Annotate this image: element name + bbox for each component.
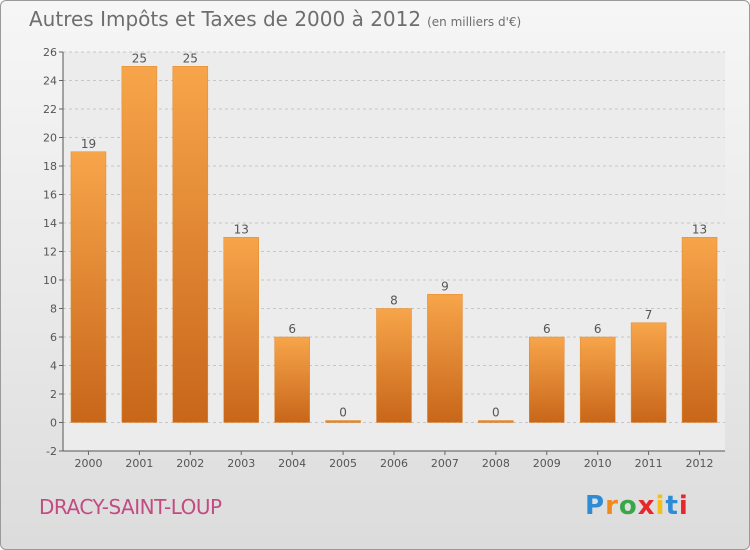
logo-letter: r (605, 491, 619, 521)
logo-letter: i (678, 491, 689, 521)
chart-title: Autres Impôts et Taxes de 2000 à 2012 (29, 7, 422, 31)
y-tick-label: 26 (43, 46, 57, 59)
logo-letter: P (585, 491, 606, 521)
data-label: 8 (390, 294, 398, 308)
y-tick-label: 18 (43, 160, 57, 173)
y-tick-label: -2 (46, 445, 57, 458)
y-tick-label: 4 (50, 360, 57, 373)
data-label: 6 (594, 322, 602, 336)
unit-note: (en milliers d'€) (427, 15, 522, 29)
data-label: 7 (645, 308, 653, 322)
data-label: 25 (183, 51, 198, 65)
data-label: 0 (339, 406, 347, 420)
chart-title-block: Autres Impôts et Taxes de 2000 à 2012 (en… (29, 7, 521, 31)
x-tick-label: 2000 (74, 457, 102, 470)
bar (325, 420, 361, 423)
x-tick-label: 2003 (227, 457, 255, 470)
location-name: DRACY-SAINT-LOUP (39, 495, 222, 519)
bar (274, 336, 310, 423)
data-label: 0 (492, 406, 500, 420)
bar (630, 322, 667, 423)
bar (427, 294, 463, 423)
logo-letter: x (637, 491, 656, 521)
bar (529, 336, 565, 423)
data-label: 19 (81, 137, 96, 151)
bar (681, 237, 718, 423)
y-tick-label: 10 (43, 274, 57, 287)
x-tick-label: 2010 (584, 457, 612, 470)
y-tick-label: 20 (43, 132, 57, 145)
data-label: 6 (288, 322, 296, 336)
y-tick-label: 12 (43, 246, 57, 259)
data-label: 25 (132, 51, 147, 65)
bar (70, 151, 107, 423)
y-tick-label: 0 (50, 417, 57, 430)
x-tick-label: 2005 (329, 457, 357, 470)
bar (172, 66, 209, 423)
bar (376, 308, 412, 423)
y-tick-label: 22 (43, 103, 57, 116)
y-tick-label: 8 (50, 303, 57, 316)
bar (478, 420, 514, 423)
bar (121, 66, 158, 423)
y-tick-label: 24 (43, 75, 57, 88)
y-tick-label: 6 (50, 331, 57, 344)
data-label: 9 (441, 279, 449, 293)
logo-letter: i (655, 491, 666, 521)
x-tick-label: 2002 (176, 457, 204, 470)
x-tick-label: 2001 (125, 457, 153, 470)
logo-letter: o (618, 491, 638, 521)
data-label: 13 (234, 222, 249, 236)
x-tick-label: 2004 (278, 457, 306, 470)
logo-letter: t (665, 491, 679, 521)
y-tick-label: 14 (43, 217, 57, 230)
x-tick-label: 2007 (431, 457, 459, 470)
bar (223, 237, 259, 423)
x-tick-label: 2009 (533, 457, 561, 470)
data-label: 6 (543, 322, 551, 336)
x-tick-label: 2006 (380, 457, 408, 470)
data-label: 13 (692, 222, 707, 236)
y-tick-label: 2 (50, 388, 57, 401)
bar (579, 336, 616, 423)
y-tick-label: 16 (43, 189, 57, 202)
x-tick-label: 2012 (686, 457, 714, 470)
proxiti-logo: Proxiti (585, 491, 689, 521)
x-tick-label: 2011 (635, 457, 663, 470)
x-tick-label: 2008 (482, 457, 510, 470)
